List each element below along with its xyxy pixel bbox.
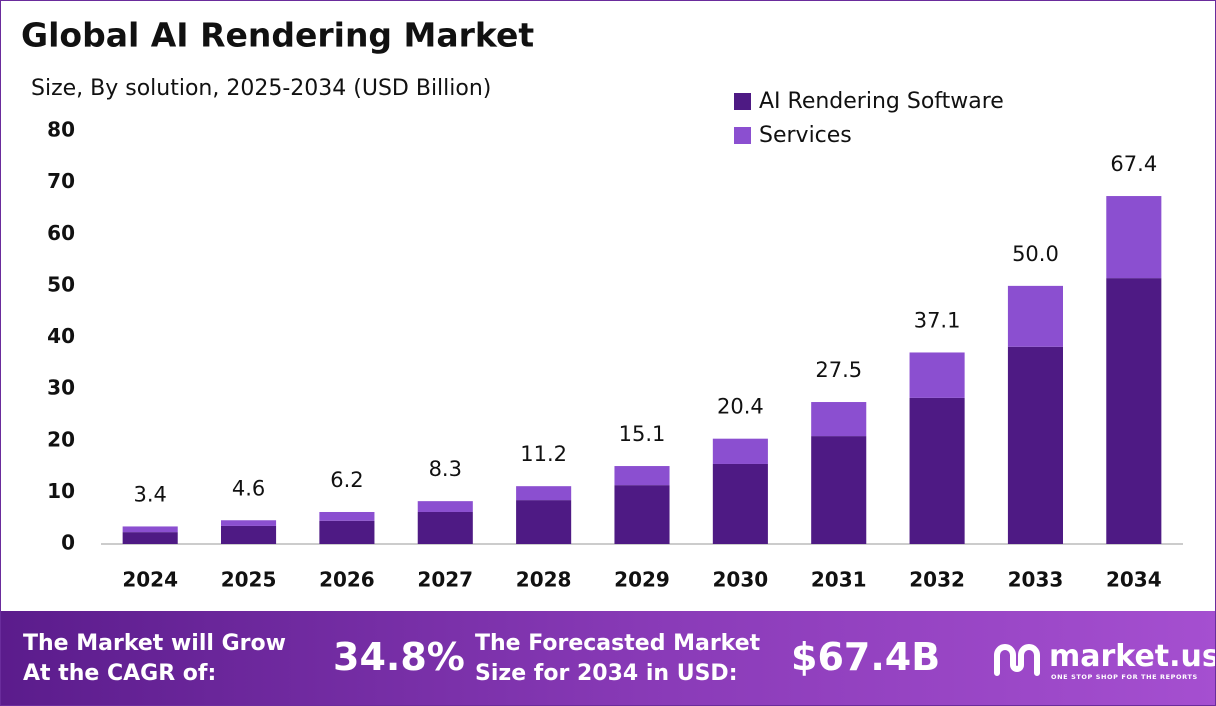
x-tick-label: 2030: [713, 568, 769, 592]
bar-segment: [1106, 196, 1162, 279]
bar-segment: [122, 526, 178, 533]
y-tick-label: 50: [47, 272, 75, 296]
bar-segment: [712, 463, 768, 544]
x-tick-label: 2025: [221, 568, 277, 592]
total-label: 37.1: [914, 308, 961, 332]
total-label: 27.5: [815, 358, 862, 382]
x-tick-label: 2032: [909, 568, 965, 592]
x-tick-label: 2034: [1106, 568, 1162, 592]
bar-segment: [811, 402, 867, 437]
bar-segment: [614, 485, 670, 544]
y-tick-label: 0: [61, 531, 75, 555]
logo-icon: [994, 644, 1040, 676]
chart-subtitle: Size, By solution, 2025-2034 (USD Billio…: [31, 76, 491, 101]
forecast-label: The Forecasted Market Size for 2034 in US…: [475, 629, 760, 689]
bar-segment: [221, 525, 277, 544]
x-tick-label: 2033: [1008, 568, 1064, 592]
bar-segment: [712, 438, 768, 464]
text-line: The Forecasted Market: [475, 631, 761, 656]
y-tick-label: 60: [47, 221, 75, 245]
cagr-label: The Market will Grow At the CAGR of:: [23, 629, 286, 689]
bar-segment: [319, 520, 375, 544]
legend-label: AI Rendering Software: [759, 89, 1004, 114]
bar-segment: [221, 520, 277, 526]
total-label: 50.0: [1012, 242, 1059, 266]
footer: The Market will Grow At the CAGR of: 34.8…: [1, 611, 1215, 705]
x-tick-label: 2027: [417, 568, 473, 592]
total-label: 20.4: [717, 395, 764, 419]
chart: Global AI Rendering Market Size, By solu…: [21, 16, 1183, 592]
bar-segment: [122, 532, 178, 544]
bar-segment: [1007, 285, 1063, 347]
bar-segment: [319, 511, 375, 521]
legend-swatch: [734, 127, 751, 144]
x-tick-label: 2028: [516, 568, 572, 592]
bar-segment: [417, 501, 473, 512]
total-label: 8.3: [429, 457, 462, 481]
total-label: 11.2: [520, 442, 567, 466]
bar-segment: [811, 436, 867, 544]
total-label: 15.1: [619, 422, 666, 446]
bar-segment: [1106, 278, 1162, 544]
text-line: Size for 2034 in USD:: [475, 661, 738, 686]
chart-title: Global AI Rendering Market: [21, 16, 534, 55]
y-tick-label: 10: [47, 479, 75, 503]
bar-segment: [417, 511, 473, 544]
y-tick-label: 20: [47, 427, 75, 451]
cagr-value: 34.8%: [333, 635, 465, 679]
x-tick-label: 2026: [319, 568, 375, 592]
total-label: 67.4: [1110, 152, 1157, 176]
bar-segment: [909, 352, 965, 398]
bar-segment: [516, 486, 572, 501]
text-line: The Market will Grow: [23, 631, 286, 656]
y-tick-label: 40: [47, 324, 75, 348]
y-tick-label: 80: [47, 118, 75, 142]
legend-label: Services: [759, 123, 852, 148]
bar-segment: [516, 500, 572, 544]
x-tick-label: 2031: [811, 568, 867, 592]
forecast-value: $67.4B: [791, 635, 941, 679]
x-tick-label: 2029: [614, 568, 670, 592]
total-label: 4.6: [232, 476, 265, 500]
y-tick-label: 70: [47, 169, 75, 193]
tagline: ONE STOP SHOP FOR THE REPORTS: [1051, 673, 1198, 681]
y-tick-label: 30: [47, 376, 75, 400]
legend-swatch: [734, 93, 751, 110]
brand: market.us: [1049, 639, 1216, 674]
text-line: At the CAGR of:: [23, 661, 217, 686]
bar-segment: [614, 466, 670, 486]
bar-segment: [1007, 346, 1063, 544]
x-tick-label: 2024: [122, 568, 178, 592]
total-label: 3.4: [133, 482, 166, 506]
bar-segment: [909, 397, 965, 544]
total-label: 6.2: [330, 468, 363, 492]
